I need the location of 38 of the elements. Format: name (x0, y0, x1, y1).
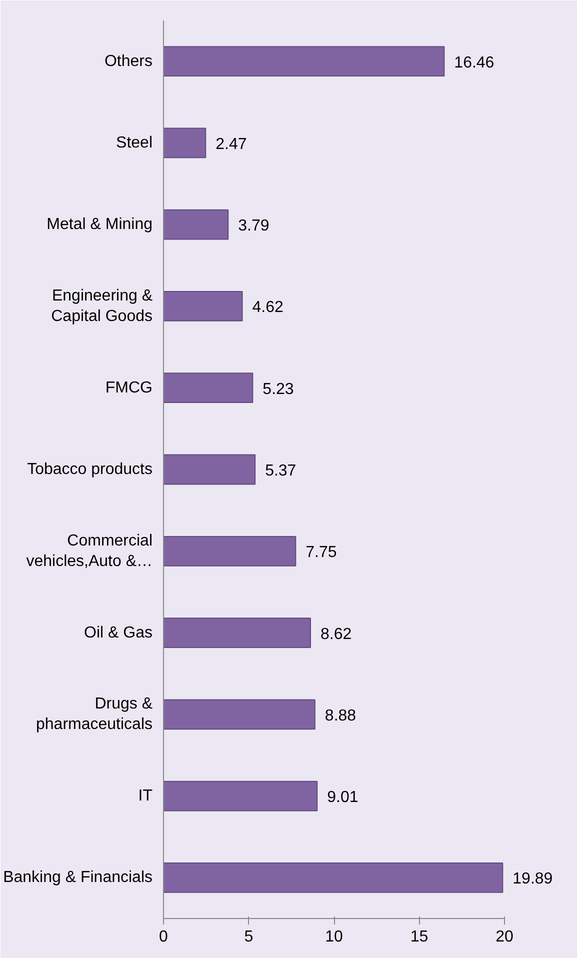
y-tick-label: Commercial vehicles,Auto &… (26, 532, 152, 570)
y-tick-label: Others (104, 52, 152, 70)
data-label: 3.79 (238, 218, 270, 235)
y-tick-label: Oil & Gas (84, 624, 153, 642)
y-tick-label: Engineering & Capital Goods (51, 288, 153, 325)
data-label: 8.62 (320, 626, 352, 643)
bar (164, 454, 256, 485)
data-label: 4.62 (252, 299, 284, 316)
bar (164, 46, 445, 77)
y-tick-label: Drugs & pharmaceuticals (36, 696, 153, 734)
data-label: 5.23 (262, 380, 294, 398)
bar (164, 699, 316, 730)
y-tick-label: FMCG (105, 379, 153, 396)
data-label: 8.88 (324, 707, 356, 724)
bar (164, 128, 206, 158)
data-label: 19.89 (512, 870, 553, 888)
bar (164, 291, 243, 322)
bar (164, 862, 504, 893)
data-label: 5.37 (265, 462, 296, 480)
bar (164, 536, 296, 566)
bar (164, 372, 254, 404)
y-tick-label: Tobacco products (27, 461, 152, 478)
y-tick-label: IT (138, 788, 153, 805)
x-tick-label: 5 (244, 928, 254, 946)
y-tick-label: Metal & Mining (46, 216, 153, 234)
x-tick-label: 15 (410, 928, 428, 946)
y-tick-label: Steel (116, 134, 152, 152)
data-label: 7.75 (306, 544, 337, 562)
x-tick-label: 10 (325, 928, 344, 946)
data-label: 2.47 (216, 136, 247, 153)
x-tick-label: 0 (159, 928, 168, 946)
data-label: 9.01 (327, 789, 358, 806)
data-label: 16.46 (454, 54, 494, 72)
bar (164, 780, 318, 812)
bar (164, 618, 311, 648)
x-tick-label: 20 (496, 928, 514, 946)
y-tick-label: Banking & Financials (3, 869, 153, 886)
bar (164, 209, 229, 240)
